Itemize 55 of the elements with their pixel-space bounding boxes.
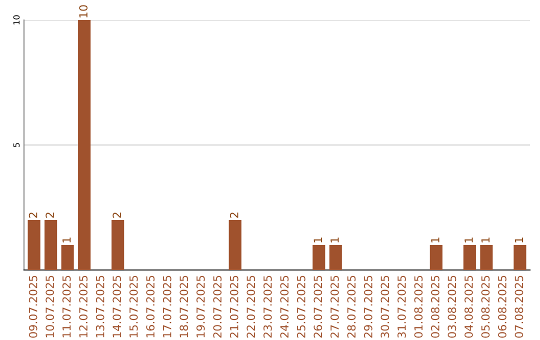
x-tick-label: 06.08.2025: [498, 276, 506, 338]
bar: [228, 220, 242, 270]
x-tick-label: 13.07.2025: [96, 276, 104, 338]
x-tick-label: 22.07.2025: [246, 276, 256, 338]
data-label: 1: [314, 238, 322, 242]
bar: [61, 245, 74, 270]
x-tick-label: 23.07.2025: [263, 276, 272, 338]
x-tick-label: 27.07.2025: [330, 276, 339, 338]
bar: [514, 245, 526, 270]
bar: [312, 245, 326, 270]
x-tick-label: 01.08.2025: [414, 276, 423, 338]
x-tick-label: 16.07.2025: [146, 276, 155, 338]
x-tick-label: 09.07.2025: [28, 276, 38, 338]
x-tick-label: 28.07.2025: [347, 276, 356, 338]
x-tick-label: 12.07.2025: [79, 276, 88, 338]
data-label: 1: [62, 238, 71, 242]
x-tick-label: 02.08.2025: [430, 276, 440, 338]
bar: [78, 20, 91, 270]
bar: [463, 245, 476, 270]
x-tick-label: 07.08.2025: [514, 276, 524, 338]
x-tick-label: 03.08.2025: [448, 276, 456, 338]
data-label: 1: [330, 238, 339, 242]
x-tick-label: 04.08.2025: [464, 276, 473, 338]
data-label: 10: [79, 5, 88, 18]
y-tick-label: 5: [13, 143, 20, 148]
x-tick-label: 10.07.2025: [46, 276, 54, 338]
data-label: 2: [230, 212, 238, 218]
x-tick-label: 30.07.2025: [380, 276, 390, 338]
x-tick-label: 21.07.2025: [230, 276, 238, 338]
x-tick-label: 20.07.2025: [213, 276, 222, 338]
data-label: 2: [112, 212, 121, 218]
bar: [329, 245, 342, 270]
x-tick-label: 29.07.2025: [364, 276, 372, 338]
x-tick-label: 19.07.2025: [196, 276, 205, 338]
x-tick-label: 25.07.2025: [296, 276, 306, 338]
bar: [430, 245, 442, 270]
bar: [28, 220, 40, 270]
x-tick-label: 15.07.2025: [129, 276, 138, 338]
x-tick-label: 05.08.2025: [481, 276, 490, 338]
data-label: 2: [46, 212, 54, 218]
x-tick-label: 11.07.2025: [62, 276, 71, 338]
x-tick-label: 14.07.2025: [112, 276, 122, 338]
data-label: 2: [28, 212, 38, 218]
x-tick-label: 31.07.2025: [397, 276, 406, 338]
x-tick-label: 17.07.2025: [162, 276, 172, 338]
x-tick-label: 24.07.2025: [280, 276, 289, 338]
x-tick-label: 26.07.2025: [314, 276, 322, 338]
data-label: 1: [481, 238, 490, 242]
data-label: 1: [464, 238, 473, 242]
x-tick-label: 18.07.2025: [180, 276, 188, 338]
data-label: 1: [514, 238, 524, 242]
bar: [112, 220, 124, 270]
bar: [44, 220, 58, 270]
bar: [480, 245, 493, 270]
data-label: 1: [431, 238, 440, 242]
